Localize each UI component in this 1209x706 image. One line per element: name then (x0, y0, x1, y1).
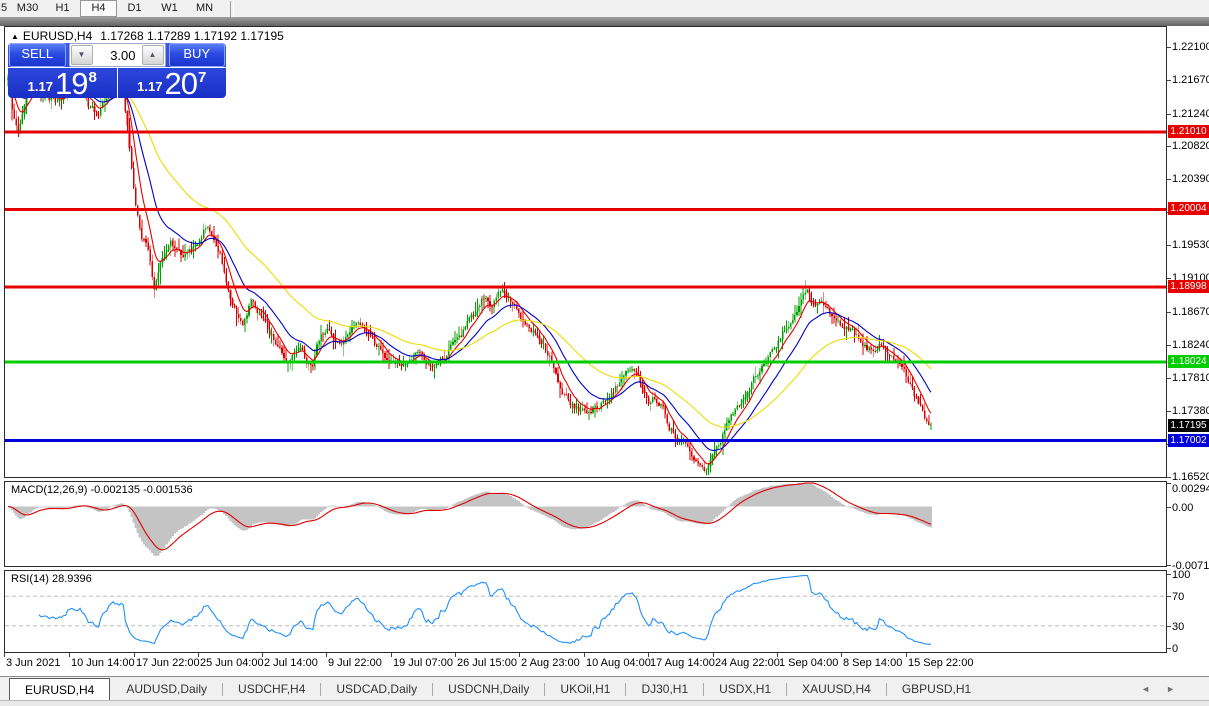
bid-pipette: 8 (88, 69, 97, 86)
tab-separator (320, 682, 322, 696)
symbol-tabs: EURUSD,H4 AUDUSD,Daily USDCHF,H4 USDCAD,Dai… (9, 677, 986, 701)
time-axis[interactable] (4, 653, 1209, 674)
window-bottom-edge (0, 700, 1209, 706)
bid-prefix: 1.17 (27, 79, 53, 94)
tab-UKOil-H1[interactable]: UKOil,H1 (560, 682, 611, 696)
rsi-label: RSI(14) 28.9396 (11, 573, 92, 585)
tab-separator (703, 682, 705, 696)
timeframe-5[interactable]: 5 (0, 2, 8, 14)
timeframe-toolbar: 5 M30 H1 H4 D1 W1 MN (0, 0, 1209, 17)
symbol-timeframe-label: EURUSD,H4 (22, 29, 93, 43)
ask-pipette: 7 (197, 69, 207, 86)
macd-tick-mark (1167, 483, 1171, 484)
macd-tick-label: 0.002947 (1172, 483, 1209, 495)
tab-USDCAD-Daily[interactable]: USDCAD,Daily (336, 682, 418, 696)
bid-big-digits: 19 (54, 66, 88, 98)
timeframe-MN[interactable]: MN (195, 2, 214, 14)
chart-title: ▲ EURUSD,H4 1.17268 1.17289 1.17192 1.1719… (11, 29, 284, 43)
tab-separator (222, 682, 224, 696)
timeframe-buttons: 5 M30 H1 H4 D1 W1 MN (0, 0, 222, 17)
bid-quote[interactable]: 1.17 19 8 (8, 68, 118, 98)
rsi-tick-label: 70 (1172, 591, 1185, 604)
volume-spinner: ▼ ▲ (68, 43, 166, 67)
rsi-tick-label: 30 (1172, 620, 1185, 633)
macd-tick-label: -0.007151 (1172, 560, 1209, 572)
timeframe-H1[interactable]: H1 (55, 2, 70, 14)
rsi-panel[interactable] (4, 570, 1167, 653)
toolbar-separator (230, 0, 234, 17)
tab-XAUUSD-H4[interactable]: XAUUSD,H4 (802, 682, 871, 696)
tab-scroll-right-icon[interactable]: ► (1166, 684, 1175, 694)
volume-decrease-icon[interactable]: ▼ (70, 45, 93, 65)
macd-tick-mark (1167, 565, 1171, 566)
rsi-tick-mark (1167, 648, 1171, 649)
tab-DJ30-H1[interactable]: DJ30,H1 (641, 682, 689, 696)
tab-separator (432, 682, 434, 696)
price-axis[interactable] (1168, 26, 1209, 478)
macd-tick-mark (1167, 506, 1171, 508)
timeframe-D1[interactable]: D1 (127, 2, 142, 14)
rsi-tick-mark (1167, 596, 1171, 598)
tab-USDX-H1[interactable]: USDX,H1 (719, 682, 772, 696)
main-chart-panel[interactable] (4, 26, 1167, 478)
tab-separator (885, 682, 887, 696)
macd-tick-label: 0.00 (1172, 501, 1194, 514)
tab-separator (786, 682, 788, 696)
trade-buttons-row: SELL ▼ ▲ BUY (8, 43, 226, 67)
timeframe-W1[interactable]: W1 (161, 2, 178, 14)
tab-separator (544, 682, 546, 696)
volume-input[interactable] (93, 46, 141, 64)
sell-button[interactable]: SELL (9, 43, 66, 67)
buy-button[interactable]: BUY (168, 43, 225, 67)
macd-chart (7, 482, 933, 557)
ask-big-digits: 20 (164, 66, 197, 98)
tab-separator (625, 682, 627, 696)
tab-scroll-arrows: ◄ ► (1141, 677, 1175, 701)
candlestick-chart (5, 72, 1166, 476)
ask-prefix: 1.17 (137, 79, 163, 94)
ohlc-values: 1.17268 1.17289 1.17192 1.17195 (100, 29, 284, 43)
tab-AUDUSD-Daily[interactable]: AUDUSD,Daily (126, 682, 208, 696)
timeframe-M30[interactable]: M30 (16, 2, 39, 14)
rsi-chart (5, 574, 1166, 645)
timeframe-H4[interactable]: H4 (80, 0, 117, 17)
tab-EURUSD-H4[interactable]: EURUSD,H4 (9, 678, 111, 701)
volume-increase-icon[interactable]: ▲ (141, 45, 164, 65)
rsi-tick-mark (1167, 574, 1171, 575)
tab-scroll-left-icon[interactable]: ◄ (1141, 684, 1151, 694)
tab-GBPUSD-H1[interactable]: GBPUSD,H1 (901, 682, 972, 696)
ask-quote[interactable]: 1.17 20 7 (118, 68, 227, 98)
rsi-tick-label: 100 (1172, 569, 1191, 581)
tab-USDCHF-H4[interactable]: USDCHF,H4 (238, 682, 306, 696)
toolbar-divider-strip (0, 17, 1209, 26)
symbol-marker-icon: ▲ (11, 32, 19, 41)
macd-panel[interactable] (4, 481, 1167, 567)
symbol-tabbar: EURUSD,H4 AUDUSD,Daily USDCHF,H4 USDCAD,Dai… (0, 676, 1209, 701)
tab-USDCNH-Daily[interactable]: USDCNH,Daily (448, 682, 530, 696)
quotes-row: 1.17 19 8 1.17 20 7 (8, 67, 226, 98)
macd-label: MACD(12,26,9) -0.002135 -0.001536 (11, 484, 193, 496)
rsi-tick-mark (1167, 625, 1171, 627)
